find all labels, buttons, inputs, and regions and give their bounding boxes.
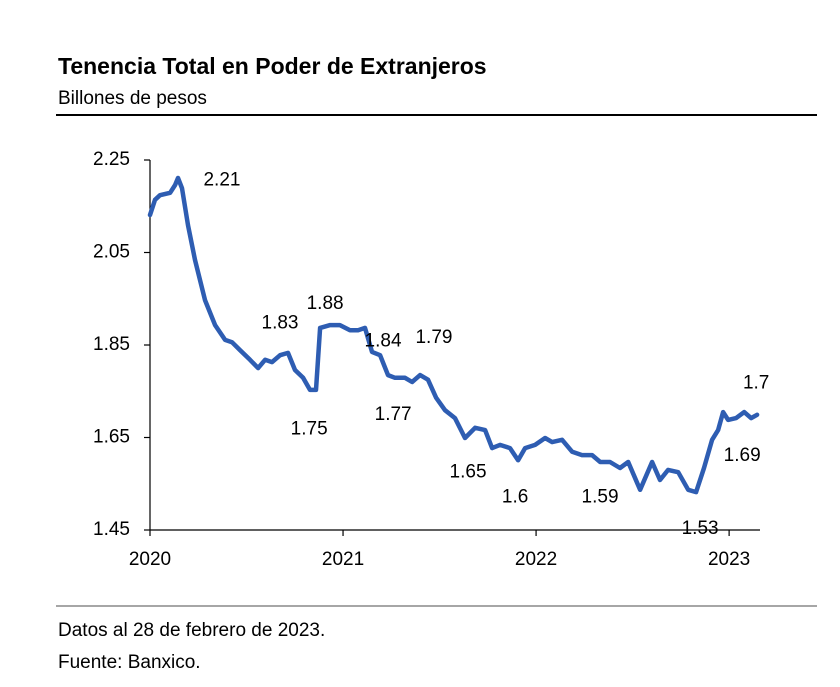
y-tick-label: 1.65 — [93, 427, 130, 448]
data-label: 1.7 — [743, 372, 769, 393]
chart-subtitle: Billones de pesos — [58, 88, 207, 109]
chart-title: Tenencia Total en Poder de Extranjeros — [58, 53, 487, 79]
x-tick-label: 2021 — [322, 549, 364, 570]
data-label: 1.6 — [502, 487, 528, 508]
x-tick-label: 2022 — [515, 549, 557, 570]
data-label: 1.88 — [307, 293, 344, 314]
x-tick-label: 2023 — [708, 549, 750, 570]
note: Datos al 28 de febrero de 2023. — [58, 620, 325, 641]
source: Fuente: Banxico. — [58, 652, 201, 673]
data-label: 1.65 — [450, 462, 487, 483]
data-label: 1.79 — [415, 327, 452, 348]
data-label: 1.69 — [724, 445, 761, 466]
y-tick-label: 2.05 — [93, 242, 130, 263]
x-tick-label: 2020 — [129, 549, 171, 570]
data-label: 1.59 — [582, 486, 619, 507]
y-tick-label: 2.25 — [93, 149, 130, 170]
data-label: 1.83 — [262, 312, 299, 333]
y-tick-label: 1.45 — [93, 519, 130, 540]
data-label: 1.53 — [682, 518, 719, 539]
series-line — [147, 175, 760, 495]
data-label: 2.21 — [203, 170, 240, 191]
data-label: 1.77 — [375, 404, 412, 425]
data-label: 1.84 — [365, 331, 402, 352]
data-label: 1.75 — [291, 418, 328, 439]
y-tick-label: 1.85 — [93, 334, 130, 355]
